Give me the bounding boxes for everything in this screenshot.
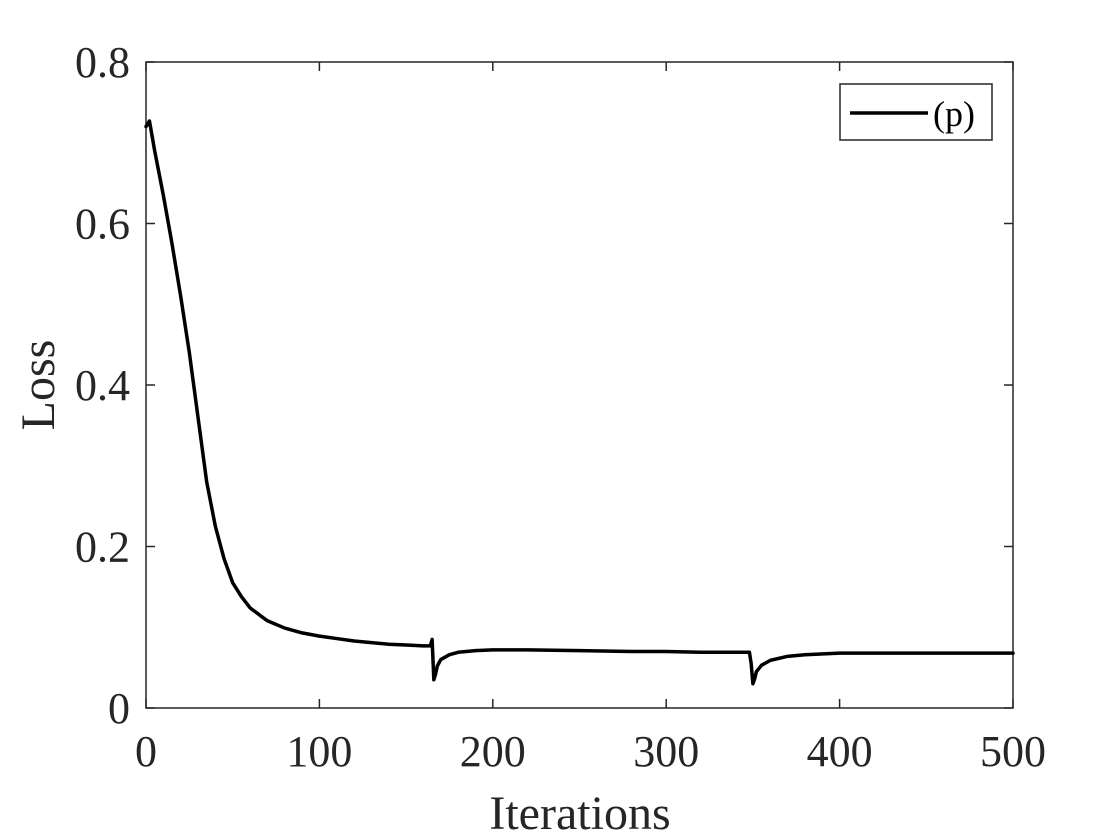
x-tick-label: 300 [633, 727, 699, 776]
y-tick-label: 0.2 [75, 523, 130, 572]
y-tick-label: 0.6 [75, 200, 130, 249]
y-tick-label: 0 [108, 684, 130, 733]
x-axis-label: Iterations [489, 787, 670, 840]
y-tick-labels: 0 0.2 0.4 0.6 0.8 [75, 38, 130, 733]
y-axis-label: Loss [12, 340, 65, 431]
plot-area [145, 61, 1014, 709]
y-tick-label: 0.4 [75, 361, 130, 410]
x-tick-label: 0 [135, 727, 157, 776]
series-layer [144, 119, 1015, 686]
x-tick-label: 100 [286, 727, 352, 776]
legend: (p) [839, 83, 993, 141]
series-line [144, 119, 1015, 686]
y-tick-label: 0.8 [75, 38, 130, 87]
x-tick-labels: 0 100 200 300 400 500 [135, 727, 1046, 776]
axis-ticks [145, 61, 1014, 709]
x-tick-label: 400 [807, 727, 873, 776]
x-tick-label: 200 [460, 727, 526, 776]
legend-label: (p) [933, 94, 975, 134]
x-tick-label: 500 [980, 727, 1046, 776]
